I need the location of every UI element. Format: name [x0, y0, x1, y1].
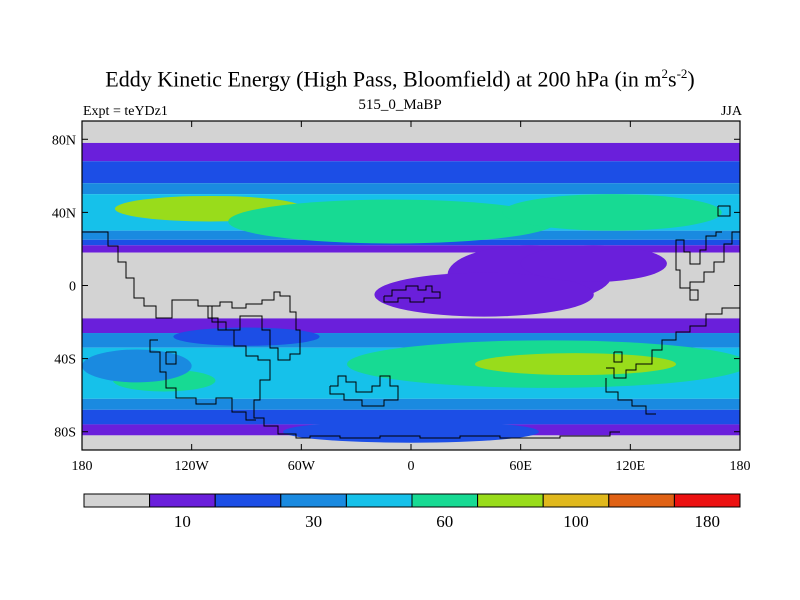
coastline-west-fragment [149, 339, 256, 421]
colorbar-swatch-1 [149, 493, 216, 508]
colorbar-label: 30 [305, 512, 322, 531]
experiment-label: Expt = teYDz1 [83, 104, 168, 119]
colorbar-swatch-7 [542, 493, 610, 508]
colorbar-swatch-6 [477, 493, 544, 508]
x-tick-label: 60E [509, 459, 532, 474]
contour-blob-10 [82, 349, 192, 383]
coastline-africa-south [329, 375, 399, 407]
colorbar-label: 180 [694, 512, 720, 531]
contour-blob-11 [283, 420, 539, 443]
contour-band-2 [82, 161, 740, 184]
contour-band-7 [82, 245, 740, 253]
y-tick-label: 40S [54, 353, 76, 368]
y-tick-label: 40N [52, 206, 76, 221]
coastline-africa-north [383, 285, 441, 303]
colorbar-swatch-8 [608, 493, 675, 508]
colorbar-label: 100 [563, 512, 589, 531]
chart-title: Eddy Kinetic Energy (High Pass, Bloomfie… [105, 66, 695, 92]
contour-blob-2 [228, 199, 558, 244]
colorbar: 10 30 60 100 180 [83, 493, 741, 531]
y-tick-label: 80S [54, 426, 76, 441]
contour-band-3 [82, 183, 740, 195]
colorbar-label: 60 [436, 512, 453, 531]
colorbar-swatch-4 [345, 493, 413, 508]
coastline-australia-south [605, 378, 656, 415]
contour-blob-6 [520, 245, 667, 282]
contour-blob-3 [502, 194, 722, 231]
colorbar-swatch-9 [673, 493, 741, 508]
contour-blob-5 [374, 272, 594, 317]
contour-band-12 [82, 398, 740, 410]
colorbar-swatch-2 [214, 493, 282, 508]
coastline-japan [717, 205, 731, 217]
colorbar-label: 10 [174, 512, 191, 531]
contour-band-1 [82, 142, 740, 162]
y-tick-label: 80N [52, 133, 76, 148]
coastline-tasman [613, 351, 623, 363]
x-tick-label: 180 [730, 459, 751, 474]
coastline-antarctic-peninsula [165, 351, 177, 365]
colorbar-swatch-0 [83, 493, 151, 508]
contour-band-15 [82, 435, 740, 450]
y-tick-label: 0 [69, 280, 76, 295]
axis-ticks: 180 120W 60W 0 60E 120E 180 80N 40N 0 40S 80S [52, 121, 751, 474]
contour-band-9 [82, 318, 740, 334]
x-tick-label: 120E [616, 459, 646, 474]
coastlines [82, 205, 740, 439]
coastline-australia [606, 307, 740, 379]
coastline-americas [82, 231, 301, 361]
coastline-asia-east [675, 231, 740, 301]
contour-blob-12 [173, 327, 320, 346]
colorbar-swatch-3 [280, 493, 347, 508]
colorbar-swatch-5 [411, 493, 479, 508]
season-label: JJA [720, 104, 742, 119]
x-tick-label: 60W [288, 459, 316, 474]
contour-band-0 [82, 121, 740, 143]
chart-subtitle: 515_0_MaBP [358, 97, 442, 113]
x-tick-label: 120W [175, 459, 210, 474]
contour-field [82, 121, 740, 450]
x-tick-label: 0 [408, 459, 415, 474]
x-tick-label: 180 [72, 459, 93, 474]
coastline-south-america [207, 306, 620, 439]
